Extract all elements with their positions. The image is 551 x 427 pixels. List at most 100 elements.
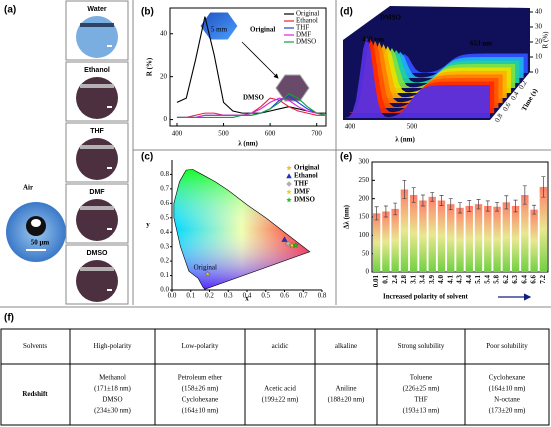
y-tick-label: 150: [359, 213, 370, 221]
scatter-point: [292, 242, 299, 248]
error-bar: [541, 176, 546, 198]
x-tick-label: 2.4: [391, 275, 399, 284]
x-tick-label: 0.6: [280, 292, 289, 300]
bar: [484, 206, 492, 272]
y-axis-label: R (%): [146, 57, 154, 76]
legend-label: Ethanol: [296, 17, 318, 25]
error-bar: [485, 200, 490, 212]
table-cell-name: Cyclohexane: [489, 374, 526, 382]
table-cell-name: N-octane: [494, 396, 520, 404]
bar: [400, 189, 409, 272]
legend-label: THF: [296, 24, 309, 32]
table-cell-value: (173±20 nm): [489, 407, 526, 415]
table-cell-value: (158±26 nm): [182, 385, 219, 393]
cell-label: THF: [90, 128, 104, 135]
table-header: Strong solubility: [398, 342, 445, 350]
cell-band: [80, 84, 114, 88]
table-cell-name: Toluene: [410, 374, 432, 382]
cell-image: [76, 199, 118, 241]
bar: [419, 200, 427, 272]
cell-label: DMSO: [87, 250, 109, 257]
inset-images: [199, 11, 310, 102]
x-tick-label: 700: [311, 130, 322, 138]
y-tick-label: 20: [160, 72, 168, 80]
cell-label: DMF: [89, 189, 105, 196]
x-tick-label: 5.8: [493, 275, 501, 284]
error-bar: [430, 192, 435, 202]
x-axis-label: x: [245, 295, 249, 303]
x-tick-label: 0.0: [168, 292, 177, 300]
scatter-point: [285, 240, 292, 247]
z-tick-label: 40: [535, 8, 543, 16]
y-tick-label: 0: [366, 268, 370, 276]
table-row-label: Redshift: [22, 390, 48, 398]
x-tick-label: 0.4: [243, 292, 252, 300]
x-tick-label: 4.4: [465, 275, 473, 284]
legend-marker: [286, 173, 292, 179]
cell-scale: [107, 45, 112, 47]
legend-label: THF: [294, 180, 308, 188]
cell-image: [76, 77, 118, 119]
panel-label: (f): [4, 313, 14, 324]
x-tick-label: 4.3: [456, 275, 464, 284]
error-bar: [374, 206, 379, 221]
error-bar: [411, 187, 416, 203]
line-series: [176, 93, 327, 118]
x-tick-label: 6.3: [511, 275, 519, 284]
cell-scale: [107, 167, 112, 169]
plot-frame: [169, 7, 327, 127]
table-header: Poor solubility: [486, 342, 528, 350]
cell-image: [76, 16, 118, 58]
surface-slice: [345, 35, 490, 118]
x-tick-label: 7.2: [539, 275, 547, 284]
y-tick-label: 250: [359, 176, 370, 184]
table-cell-name: Acetic acid: [264, 385, 296, 393]
table-frame: [0, 328, 550, 426]
table-header: Solvents: [23, 342, 47, 350]
cell-band: [80, 267, 114, 271]
legend-label: Ethanol: [294, 172, 318, 180]
y-tick-label: 0.1: [160, 271, 169, 279]
cell-scale: [107, 289, 112, 291]
y-tick-label: 0.5: [160, 213, 169, 221]
table-cell-name: Methanol: [99, 374, 126, 382]
x-tick-label: 0.1: [382, 275, 390, 284]
x-tick-label: 6.6: [530, 275, 538, 284]
z-axis-label: R (%): [542, 31, 550, 49]
panel-label: (a): [4, 5, 16, 16]
error-bar: [402, 179, 407, 200]
annotation: 653 nm: [470, 40, 492, 48]
t-tick-label: 0.8: [493, 112, 505, 124]
y-tick-label: 300: [359, 158, 370, 166]
x-tick-label: 500: [218, 130, 229, 138]
error-bar: [393, 202, 398, 216]
y-tick-label: 0.3: [160, 242, 169, 250]
bar: [382, 211, 390, 272]
legend-label: DMSO: [296, 38, 316, 46]
y-tick-label: 0.8: [160, 170, 169, 178]
air-droplet-core: [31, 219, 41, 227]
y-tick-label: 100: [359, 231, 370, 239]
z-tick-label: 30: [535, 23, 543, 31]
inset-arrow: [241, 41, 279, 79]
table-header: acidic: [272, 342, 289, 350]
cell-label: Ethanol: [84, 67, 110, 74]
bar: [456, 207, 464, 272]
annotation: 5 mm: [211, 26, 228, 34]
line-series: [176, 97, 327, 118]
y-tick-label: 0.7: [160, 184, 169, 192]
table-cell-value: (164±10 nm): [182, 407, 219, 415]
x-tick-label: 3.1: [409, 275, 417, 284]
bar: [391, 208, 399, 272]
bar: [447, 204, 455, 272]
x-tick-label: 0.2: [205, 292, 214, 300]
table-cell-value: (199±22 nm): [262, 396, 299, 404]
x-tick-label: 3.9: [428, 275, 436, 284]
y-axis-label: y: [146, 221, 150, 229]
error-bar: [383, 205, 388, 218]
table-cell-name: DMSO: [102, 396, 122, 404]
x-tick-label: 0.01: [372, 275, 380, 288]
y-tick-label: 0.2: [160, 257, 169, 265]
y-tick-label: 200: [359, 194, 370, 202]
